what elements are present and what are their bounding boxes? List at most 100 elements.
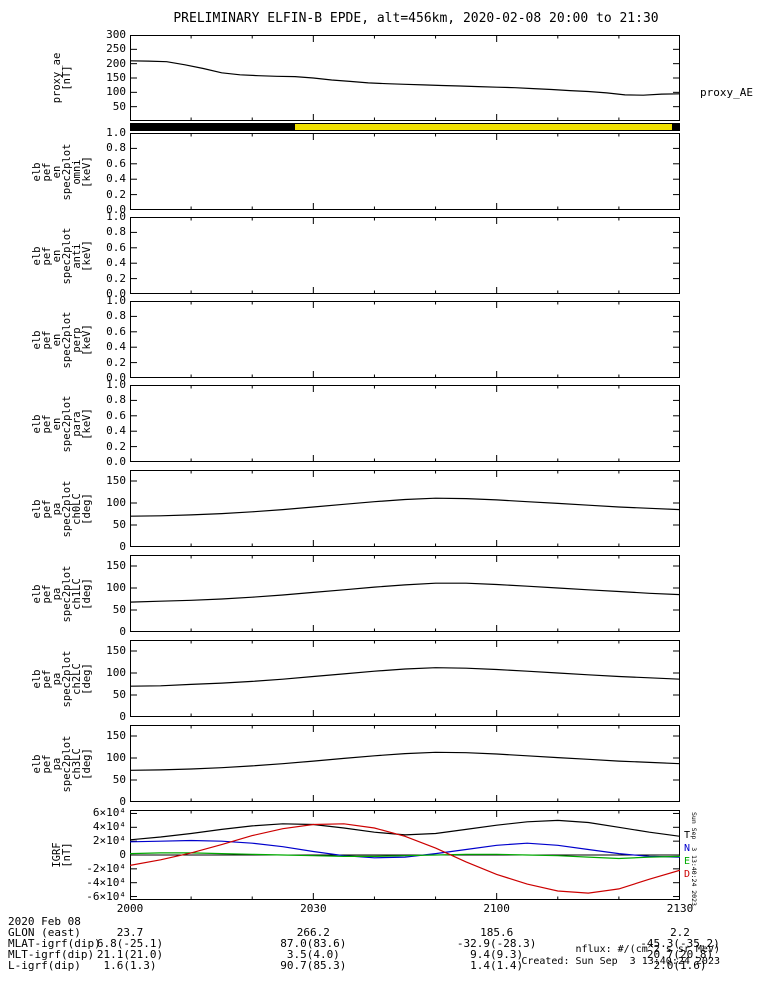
y-tick-label: 100: [106, 581, 126, 594]
mode-bar-segment: [131, 124, 296, 130]
x-tick-label: 2100: [483, 902, 510, 915]
series-label-N: N: [684, 843, 691, 854]
en_spec2plot_omni-plot: [130, 133, 680, 210]
y-tick-label: 150: [106, 644, 126, 657]
series-label-E: E: [684, 856, 691, 867]
y-tick-label: 0.2: [106, 439, 126, 453]
y-axis-label-line: [deg]: [81, 747, 93, 780]
table-cell: -32.9(-28.3): [456, 937, 537, 950]
en_spec2plot_anti-plot: [130, 217, 680, 294]
table-cell: 266.2: [296, 926, 330, 939]
panel-pa_spec2plot_ch0LC: [130, 470, 680, 547]
table-cell: 90.7(85.3): [280, 959, 347, 972]
x-tick-label: 2030: [300, 902, 327, 915]
y-tick-label: -2×10⁴: [86, 861, 126, 875]
panel-igrf: [130, 810, 680, 900]
panel-en_spec2plot_omni: [130, 133, 680, 210]
series-E: [130, 852, 680, 860]
row-label-3: L-igrf(dip): [8, 959, 81, 972]
y-tick-label: 100: [106, 496, 126, 509]
series-label-D: D: [684, 869, 691, 880]
pa_spec2plot_ch0LC-plot: [130, 470, 680, 547]
y-tick-label: 0.8: [106, 141, 126, 155]
en_spec2plot_para-plot: [130, 385, 680, 462]
table-cell: 2.2: [670, 926, 690, 939]
table-cell: 2.0(1.6): [653, 959, 707, 972]
panel-pa_spec2plot_ch3LC: [130, 725, 680, 802]
table-cell: 1.6(1.3): [103, 959, 157, 972]
created-note: Created: Sun Sep 3 13:40:24 2023: [521, 956, 720, 967]
table-cell: 9.4(9.3): [470, 948, 524, 961]
y-tick-label: 50: [112, 688, 126, 701]
y-tick-label: 0.6: [106, 324, 126, 338]
en_spec2plot_perp-plot: [130, 301, 680, 378]
y-tick-label: 50: [112, 518, 126, 531]
y-tick-label: 0.4: [106, 424, 126, 438]
proxy_ae-plot: [130, 35, 680, 121]
table-cell: 20.7(20.8): [646, 948, 714, 961]
y-tick-label: 0.6: [106, 240, 126, 254]
y-tick-label: 0.0: [106, 371, 126, 384]
mode-bar-segment: [672, 124, 679, 130]
y-tick-label: 0.6: [106, 408, 126, 422]
y-tick-label: 300: [106, 28, 126, 41]
x-tick-label: 2000: [116, 902, 144, 915]
row-label-1: MLAT-igrf(dip): [8, 937, 101, 950]
y-tick-label: 0: [119, 795, 126, 808]
igrf-plot: [130, 810, 680, 900]
series-T: [130, 819, 680, 841]
table-cell: 3.5(4.0): [286, 948, 340, 961]
table-cell: 21.1(21.0): [96, 948, 164, 961]
series-D: [130, 823, 680, 894]
y-tick-label: 0.0: [106, 203, 126, 216]
y-tick-label: 1.0: [106, 378, 126, 391]
series-ch1LC: [130, 582, 680, 603]
x-tick-label: 2130: [666, 902, 694, 915]
table-cell: 6.8(-25.1): [96, 937, 164, 950]
page-title: PRELIMINARY ELFIN-B EPDE, alt=456km, 202…: [173, 11, 659, 26]
mode-bar: [130, 123, 680, 131]
y-tick-label: 250: [106, 42, 126, 56]
y-tick-label: 50: [112, 773, 126, 786]
y-tick-label: 50: [112, 603, 126, 616]
date-label: 2020 Feb 08: [8, 915, 81, 928]
y-tick-label: 0.4: [106, 172, 126, 186]
y-tick-label: 0.0: [106, 287, 126, 300]
panel-pa_spec2plot_ch2LC: [130, 640, 680, 717]
table-cell: 87.0(83.6): [280, 937, 347, 950]
y-axis-label-igrf: IGRF [nT]: [51, 775, 73, 935]
y-tick-label: 0: [119, 710, 126, 723]
y-tick-label: 1.0: [106, 210, 126, 223]
series-ch0LC: [130, 497, 680, 517]
table-cell: 23.7: [116, 926, 144, 939]
mode-bar-segment: [295, 124, 673, 130]
panel-en_spec2plot_perp: [130, 301, 680, 378]
y-tick-label: 0.4: [106, 340, 126, 354]
y-tick-label: 0.8: [106, 225, 126, 239]
y-tick-label: 100: [106, 85, 126, 99]
y-tick-label: 0.0: [106, 455, 126, 468]
y-tick-label: 2×10⁴: [92, 834, 126, 848]
y-tick-label: 150: [106, 71, 126, 84]
pa_spec2plot_ch3LC-plot: [130, 725, 680, 802]
series-N: [130, 839, 680, 859]
y-tick-label: 0.2: [106, 355, 126, 369]
table-cell: 1.4(1.4): [470, 959, 524, 972]
y-tick-label: 100: [106, 666, 126, 679]
pa_spec2plot_ch1LC-plot: [130, 555, 680, 632]
row-label-2: MLT-igrf(dip): [8, 948, 95, 961]
y-tick-label: 0.2: [106, 187, 126, 201]
pa_spec2plot_ch2LC-plot: [130, 640, 680, 717]
y-tick-label: 0.4: [106, 256, 126, 270]
y-tick-label: 0: [119, 848, 126, 861]
panel-pa_spec2plot_ch1LC: [130, 555, 680, 632]
row-label-0: GLON (east): [8, 926, 81, 939]
y-tick-label: -6×10⁴: [86, 889, 126, 903]
y-tick-label: 0.6: [106, 156, 126, 170]
series-label-T: T: [684, 830, 691, 841]
y-tick-label: 0.8: [106, 393, 126, 407]
series-proxy_AE: [130, 60, 680, 96]
series-ch2LC: [130, 667, 680, 687]
y-tick-label: 150: [106, 474, 126, 487]
y-tick-label: 150: [106, 559, 126, 572]
